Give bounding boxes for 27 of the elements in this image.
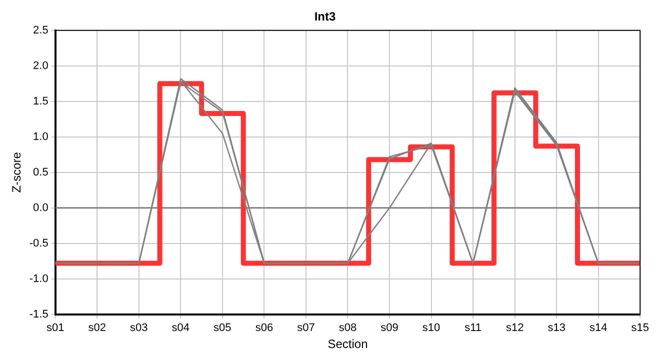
- x-tick-label: s06: [255, 322, 274, 334]
- y-tick-label: 1.5: [33, 95, 48, 108]
- y-tick-label: -0.5: [29, 237, 48, 250]
- x-tick-label: s14: [589, 322, 608, 334]
- y-tick-label: 0.5: [33, 166, 48, 178]
- y-tick-label: 0.0: [33, 202, 48, 214]
- x-tick-label: s11: [464, 322, 482, 334]
- y-tick-label: -1.0: [29, 272, 48, 285]
- x-tick-label: s04: [172, 322, 190, 334]
- x-tick-label: s07: [297, 322, 315, 334]
- y-tick-label: 2.0: [33, 60, 48, 72]
- x-tick-label: s03: [130, 322, 148, 334]
- chart-title: Int3: [314, 10, 336, 24]
- x-tick-label: s08: [338, 322, 357, 334]
- x-tick-label: s13: [548, 322, 566, 334]
- x-tick-label: s09: [380, 322, 398, 334]
- x-tick-label: s10: [422, 322, 440, 334]
- x-tick-label: s12: [506, 322, 524, 334]
- x-tick-label: s01: [46, 322, 64, 334]
- y-tick-label: 2.5: [33, 24, 48, 36]
- y-tick-label: -1.5: [29, 308, 48, 320]
- x-tick-label: s15: [631, 322, 650, 334]
- x-tick-label: s02: [88, 322, 106, 334]
- y-axis-title: Z-score: [10, 152, 24, 193]
- x-axis-title: Section: [328, 337, 368, 352]
- x-tick-label: s05: [214, 322, 232, 334]
- y-tick-label: 1.0: [33, 130, 48, 143]
